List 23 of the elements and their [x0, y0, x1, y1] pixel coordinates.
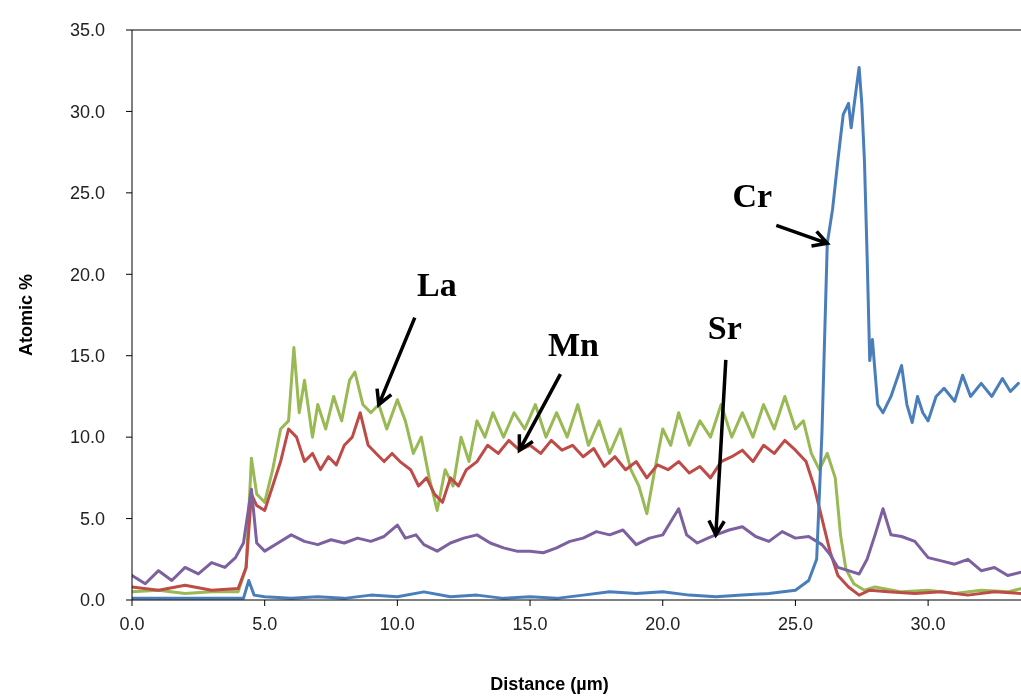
- annotation: La: [416, 266, 457, 304]
- x-tick-label: 10.0: [379, 614, 415, 634]
- annotation: Mn: [547, 326, 600, 364]
- annotation: Cr: [732, 177, 773, 215]
- x-tick-label: 0.0: [119, 614, 145, 634]
- y-tick-label: 10.0: [69, 427, 105, 448]
- x-axis-title: Distance (µm): [490, 674, 609, 694]
- x-tick-label: 20.0: [645, 614, 681, 634]
- line-series: [132, 411, 1021, 597]
- y-tick-label: 30.0: [69, 101, 105, 122]
- y-tick-label: 5.0: [79, 508, 105, 529]
- x-tick-label: 5.0: [252, 614, 278, 634]
- y-tick-label: 0.0: [79, 590, 105, 611]
- line-series: [132, 487, 1021, 586]
- y-tick-label: 15.0: [69, 346, 105, 367]
- x-tick-label: 15.0: [512, 614, 548, 634]
- x-tick-label: 25.0: [777, 614, 813, 634]
- x-tick-label: 30.0: [910, 614, 946, 634]
- y-tick-label: 25.0: [69, 183, 105, 204]
- y-tick-label: 20.0: [69, 264, 105, 285]
- y-axis-title: Atomic %: [16, 273, 36, 357]
- annotation: Sr: [707, 308, 742, 346]
- y-tick-label: 35.0: [69, 20, 105, 41]
